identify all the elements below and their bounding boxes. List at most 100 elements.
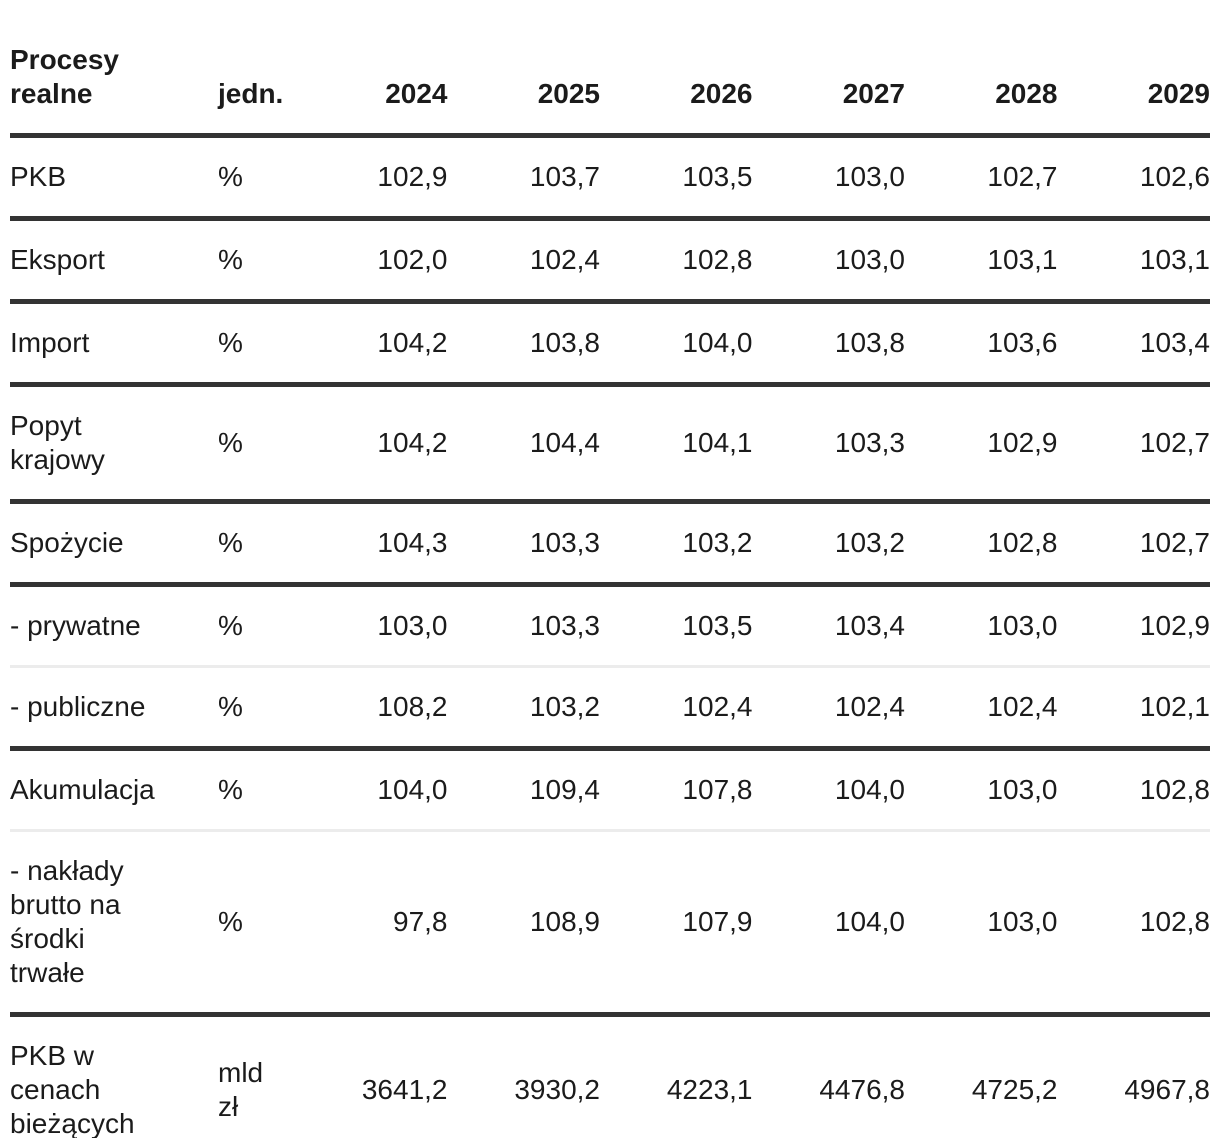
column-header-year-2026: 2026 (690, 78, 753, 109)
row-label: - publiczne (10, 691, 146, 722)
value-cell: 103,1 (1139, 244, 1210, 275)
value-cell: 103,3 (529, 527, 600, 558)
table-row: Akumulacja% 104,0 109,4 107,8 104,0 103,0 102,… (10, 749, 1210, 831)
row-label: PKB w cenach bieżących (10, 1040, 135, 1138)
value-cell: 108,9 (529, 906, 600, 937)
row-label: PKB (10, 161, 67, 192)
column-header-year-2029: 2029 (1147, 78, 1210, 109)
column-header-unit: jedn. (218, 78, 284, 109)
table-row: Spożycie% 104,3 103,3 103,2 103,2 102,8 102,7 (10, 502, 1210, 585)
value-cell: 102,9 (377, 161, 448, 192)
value-cell: 104,1 (682, 427, 753, 458)
value-cell: 109,4 (529, 774, 600, 805)
value-cell: 102,0 (377, 244, 448, 275)
value-cell: 3641,2 (361, 1074, 448, 1105)
table-row: PKB% 102,9 103,7 103,5 103,0 102,7 102,6 (10, 136, 1210, 219)
value-cell: 103,2 (834, 527, 905, 558)
table-row: Eksport% 102,0 102,4 102,8 103,0 103,1 103,1 (10, 219, 1210, 302)
row-label: Import (10, 327, 90, 358)
value-cell: 103,3 (834, 427, 905, 458)
row-label: Popyt krajowy (10, 410, 105, 475)
value-cell: 103,5 (682, 610, 753, 641)
row-unit: % (218, 774, 243, 805)
column-header-year-2025: 2025 (537, 78, 600, 109)
table-row: - nakłady brutto na środki trwałe% 97,8 10… (10, 831, 1210, 1015)
row-unit: % (218, 906, 243, 937)
value-cell: 104,4 (529, 427, 600, 458)
row-unit: % (218, 691, 243, 722)
value-cell: 103,4 (1139, 327, 1210, 358)
value-cell: 103,2 (529, 691, 600, 722)
value-cell: 102,4 (987, 691, 1058, 722)
row-label: - nakłady brutto na środki trwałe (10, 855, 124, 988)
row-unit: % (218, 327, 243, 358)
value-cell: 102,8 (1139, 906, 1210, 937)
value-cell: 103,0 (834, 244, 905, 275)
value-cell: 102,1 (1139, 691, 1210, 722)
row-label: Akumulacja (10, 774, 155, 805)
value-cell: 103,3 (529, 610, 600, 641)
value-cell: 102,8 (682, 244, 753, 275)
table-row: Import% 104,2 103,8 104,0 103,8 103,6 103,4 (10, 302, 1210, 385)
column-header-processes: Procesy realne (10, 44, 119, 109)
value-cell: 102,4 (682, 691, 753, 722)
value-cell: 102,8 (1139, 774, 1210, 805)
value-cell: 103,6 (987, 327, 1058, 358)
value-cell: 4476,8 (819, 1074, 905, 1105)
column-header-year-2024: 2024 (385, 78, 448, 109)
table-body: PKB% 102,9 103,7 103,5 103,0 102,7 102,6 Ekspor… (10, 136, 1210, 1138)
table-row: - publiczne% 108,2 103,2 102,4 102,4 102,4 102… (10, 667, 1210, 749)
value-cell: 103,0 (987, 774, 1058, 805)
value-cell: 102,7 (987, 161, 1058, 192)
value-cell: 103,1 (987, 244, 1058, 275)
value-cell: 4725,2 (971, 1074, 1058, 1105)
value-cell: 104,0 (834, 774, 905, 805)
value-cell: 103,7 (529, 161, 600, 192)
value-cell: 107,9 (682, 906, 753, 937)
value-cell: 104,0 (834, 906, 905, 937)
table-header-row: Procesy realne jedn. 2024 2025 2026 2027… (10, 43, 1210, 136)
table-row: - prywatne% 103,0 103,3 103,5 103,4 103,0 102,… (10, 585, 1210, 667)
value-cell: 102,4 (834, 691, 905, 722)
economic-forecast-table: Procesy realne jedn. 2024 2025 2026 2027… (10, 43, 1210, 1138)
table-row: PKB w cenach bieżących mld zł 3641,2 3930,2… (10, 1015, 1210, 1138)
value-cell: 102,9 (1139, 610, 1210, 641)
value-cell: 102,8 (987, 527, 1058, 558)
row-unit: % (218, 161, 243, 192)
value-cell: 4967,8 (1124, 1074, 1210, 1105)
column-header-year-2028: 2028 (995, 78, 1058, 109)
value-cell: 103,0 (987, 610, 1058, 641)
value-cell: 103,0 (834, 161, 905, 192)
row-unit: % (218, 610, 243, 641)
value-cell: 104,2 (377, 427, 448, 458)
row-label: Spożycie (10, 527, 124, 558)
value-cell: 103,5 (682, 161, 753, 192)
value-cell: 3930,2 (514, 1074, 600, 1105)
value-cell: 104,0 (377, 774, 448, 805)
value-cell: 103,0 (377, 610, 448, 641)
row-label: - prywatne (10, 610, 141, 641)
value-cell: 103,0 (987, 906, 1058, 937)
value-cell: 103,4 (834, 610, 905, 641)
row-label: Eksport (10, 244, 105, 275)
row-unit: % (218, 244, 243, 275)
value-cell: 102,7 (1139, 527, 1210, 558)
value-cell: 104,2 (377, 327, 448, 358)
value-cell: 102,6 (1139, 161, 1210, 192)
row-unit: mld zł (218, 1057, 264, 1122)
value-cell: 108,2 (377, 691, 448, 722)
column-header-year-2027: 2027 (842, 78, 905, 109)
value-cell: 103,2 (682, 527, 753, 558)
value-cell: 104,0 (682, 327, 753, 358)
table-row: Popyt krajowy% 104,2 104,4 104,1 103,3 102,9 1… (10, 385, 1210, 502)
value-cell: 102,9 (987, 427, 1058, 458)
value-cell: 97,8 (393, 906, 448, 937)
value-cell: 4223,1 (666, 1074, 753, 1105)
value-cell: 104,3 (377, 527, 448, 558)
row-unit: % (218, 527, 243, 558)
row-unit: % (218, 427, 243, 458)
value-cell: 103,8 (834, 327, 905, 358)
value-cell: 107,8 (682, 774, 753, 805)
value-cell: 102,4 (529, 244, 600, 275)
